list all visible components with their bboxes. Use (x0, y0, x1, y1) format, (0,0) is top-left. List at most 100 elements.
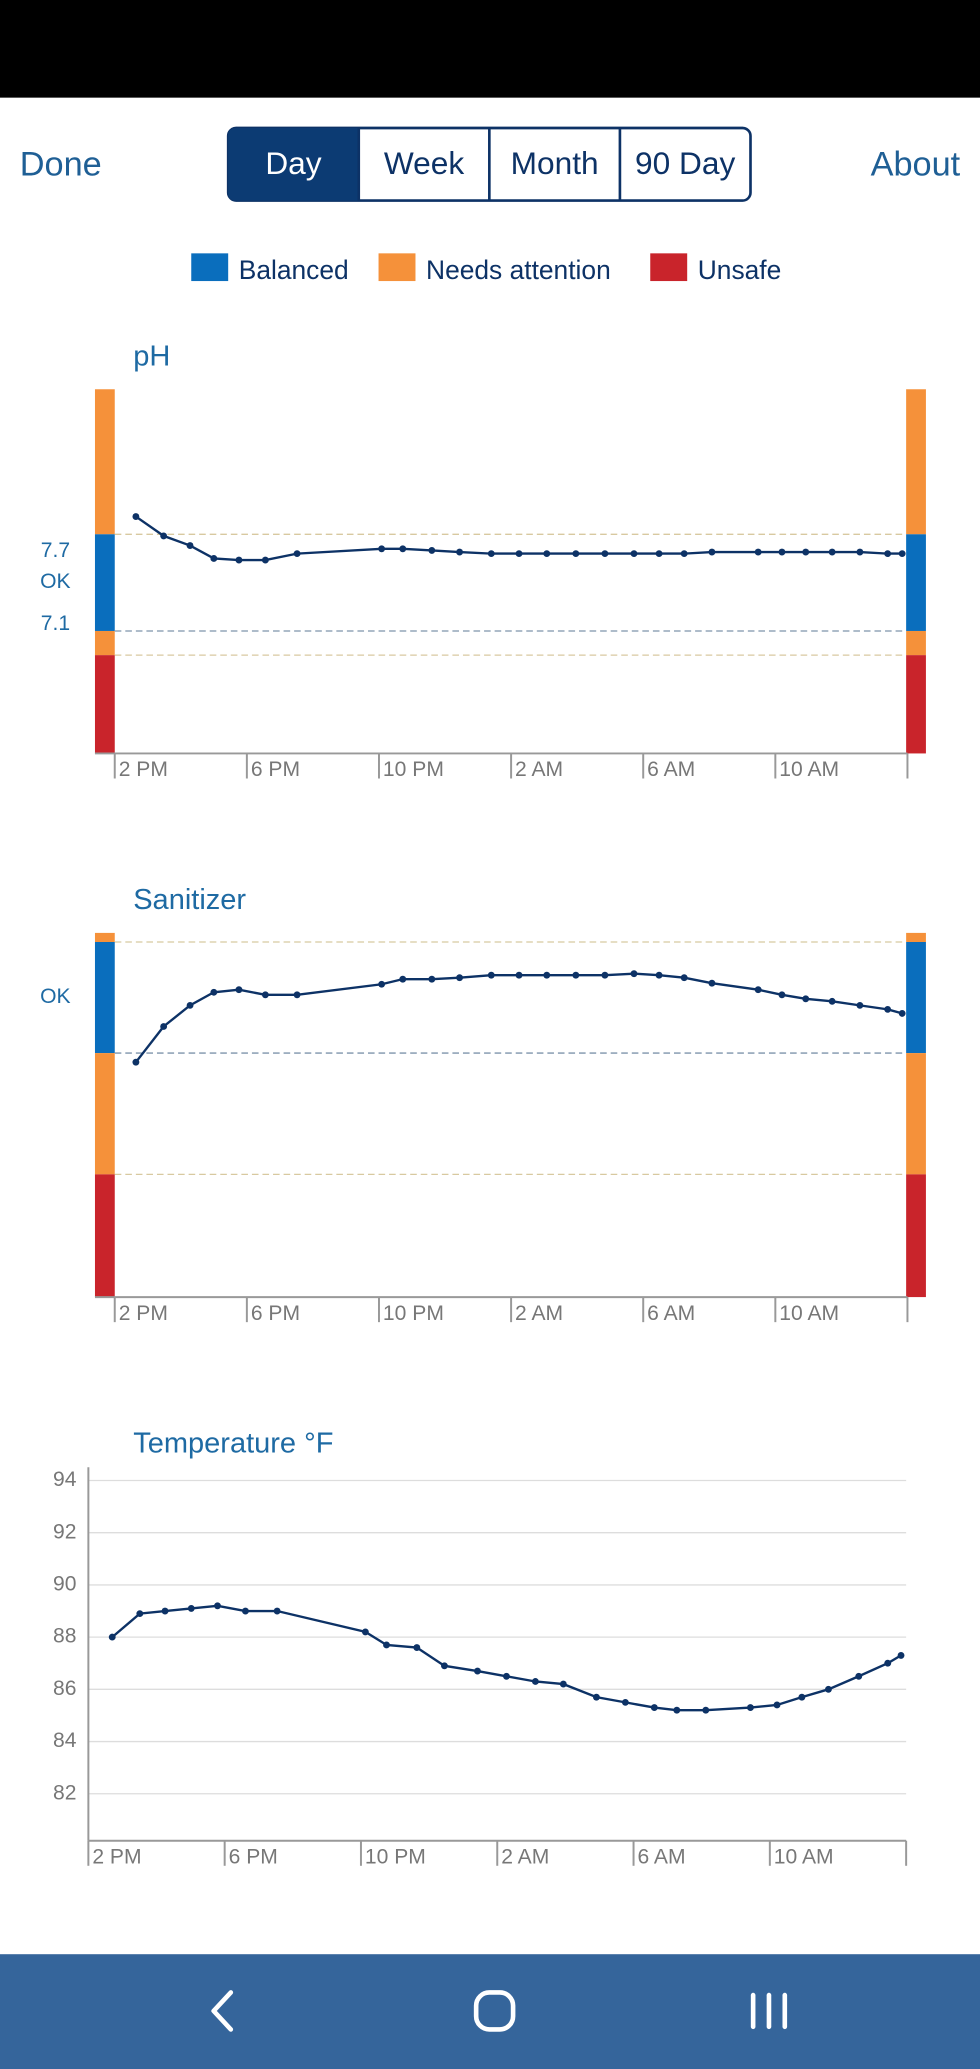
x-tick-label: 6 AM (647, 1302, 695, 1325)
data-point (650, 1704, 658, 1712)
data-point (828, 997, 836, 1005)
data-point (630, 550, 638, 558)
data-point (898, 550, 906, 558)
tab-label[interactable]: Month (511, 145, 599, 181)
home-button[interactable] (473, 1990, 516, 2032)
data-point (474, 1667, 481, 1675)
data-point (601, 550, 609, 558)
y-tick-label: 92 (53, 1520, 76, 1543)
range-band (906, 655, 926, 754)
data-point (136, 1610, 144, 1618)
data-point (802, 548, 810, 556)
data-point (897, 1651, 905, 1659)
range-band (94, 630, 115, 656)
data-point (399, 975, 407, 983)
data-point (108, 1633, 116, 1641)
x-tick-label: 2 AM (501, 1845, 549, 1868)
range-band (94, 1174, 115, 1298)
data-point (293, 991, 301, 999)
data-point (378, 545, 386, 553)
tab-label[interactable]: Week (384, 145, 465, 181)
data-point (884, 1005, 892, 1013)
data-point (592, 1693, 600, 1701)
tab-label[interactable]: Day (265, 145, 321, 181)
data-point (798, 1693, 806, 1701)
data-point (828, 548, 836, 556)
done-button[interactable]: Done (20, 145, 102, 183)
range-band (906, 932, 926, 943)
x-tick-label: 10 AM (779, 1302, 839, 1325)
chart-title: Sanitizer (133, 884, 246, 916)
x-tick-label: 2 PM (119, 758, 168, 781)
data-point (361, 1628, 369, 1636)
data-point (543, 550, 551, 558)
data-point (884, 1659, 892, 1667)
range-band (94, 389, 115, 535)
legend-swatch (650, 253, 688, 282)
data-point (261, 991, 269, 999)
data-point (186, 1001, 194, 1009)
data-point (655, 971, 663, 979)
range-band (906, 1053, 926, 1175)
data-point (383, 1641, 390, 1649)
segmented-control: Day Week Month 90 Day (226, 126, 752, 202)
range-band (906, 942, 926, 1054)
range-band (94, 942, 115, 1054)
tab-label[interactable]: 90 Day (635, 145, 735, 181)
data-point (210, 988, 218, 996)
x-tick-label: 2 AM (515, 758, 563, 781)
y-tick-label: 7.1 (41, 612, 70, 635)
x-tick-label: 2 PM (92, 1845, 141, 1868)
chart-title: Temperature °F (133, 1428, 333, 1460)
data-point (778, 548, 786, 556)
data-point (825, 1685, 832, 1693)
data-line (134, 972, 903, 1063)
range-band (94, 1053, 115, 1175)
data-point (503, 1672, 510, 1680)
range-band (906, 1174, 926, 1298)
data-point (456, 548, 464, 556)
data-point (601, 971, 609, 979)
data-point (242, 1607, 249, 1615)
status-bar (0, 0, 980, 98)
recents-button[interactable] (750, 1992, 788, 2030)
x-tick-label: 10 PM (383, 758, 444, 781)
data-point (273, 1607, 281, 1615)
data-point (754, 986, 762, 994)
data-point (235, 986, 243, 994)
data-point (456, 974, 464, 982)
x-tick-label: 6 PM (251, 1302, 300, 1325)
data-point (746, 1704, 754, 1712)
y-tick-label: 82 (53, 1781, 76, 1804)
tab-selected-bg (228, 127, 359, 201)
data-point (884, 550, 892, 558)
legend-label: Balanced (239, 255, 349, 285)
legend: Balanced Needs attention Unsafe (191, 253, 782, 285)
data-point (428, 546, 436, 554)
data-point (572, 550, 580, 558)
x-tick-label: 10 PM (383, 1302, 444, 1325)
data-point (515, 971, 523, 979)
data-point (132, 513, 140, 520)
data-point (802, 995, 810, 1003)
range-band (94, 655, 115, 754)
data-point (399, 545, 407, 553)
data-point (235, 556, 243, 564)
back-button[interactable] (211, 1990, 234, 2032)
data-point (778, 991, 786, 999)
data-point (487, 971, 495, 979)
y-tick-label: 94 (53, 1468, 77, 1491)
data-point (214, 1602, 221, 1610)
legend-label: Unsafe (698, 255, 782, 285)
range-band (94, 534, 115, 631)
data-point (708, 979, 716, 987)
about-button[interactable]: About (871, 145, 961, 183)
data-point (413, 1644, 421, 1651)
x-tick-label: 6 PM (251, 758, 300, 781)
data-line (111, 1604, 902, 1712)
data-point (708, 548, 716, 556)
chart-title: pH (133, 340, 170, 372)
data-point (680, 974, 688, 982)
